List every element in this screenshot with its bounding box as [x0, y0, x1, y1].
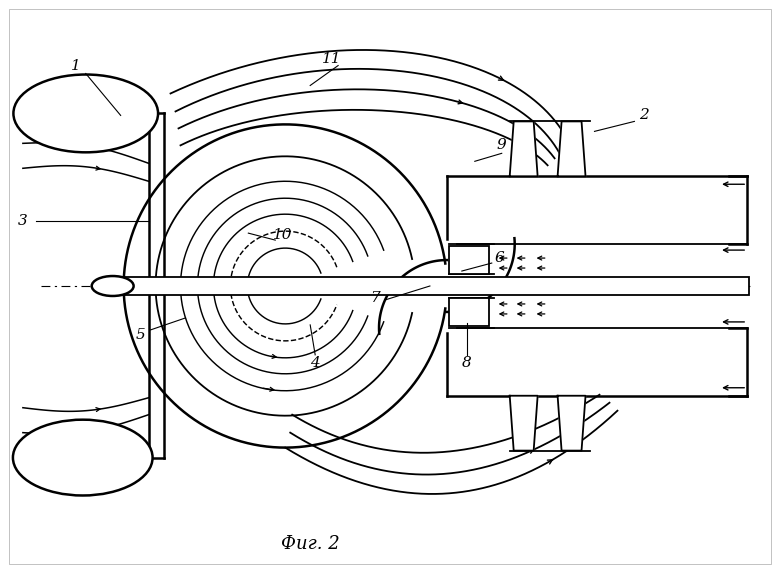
- Text: 8: 8: [462, 356, 472, 370]
- Text: 5: 5: [136, 328, 146, 342]
- Ellipse shape: [13, 419, 153, 496]
- Text: 1: 1: [71, 58, 80, 73]
- Polygon shape: [558, 396, 586, 450]
- Ellipse shape: [13, 74, 158, 152]
- Text: 3: 3: [18, 214, 28, 228]
- Polygon shape: [509, 121, 537, 176]
- Polygon shape: [558, 121, 586, 176]
- Text: Фиг. 2: Фиг. 2: [281, 535, 339, 554]
- Ellipse shape: [92, 276, 133, 296]
- Text: 6: 6: [495, 251, 505, 265]
- Polygon shape: [509, 396, 537, 450]
- Bar: [108, 277, 749, 295]
- Text: 2: 2: [640, 108, 649, 123]
- Bar: [448, 246, 489, 274]
- Text: 9: 9: [497, 138, 506, 152]
- Text: 7: 7: [370, 291, 380, 305]
- Bar: [448, 298, 489, 326]
- Text: 4: 4: [310, 356, 320, 370]
- Text: 10: 10: [272, 228, 292, 242]
- Text: 11: 11: [322, 52, 342, 65]
